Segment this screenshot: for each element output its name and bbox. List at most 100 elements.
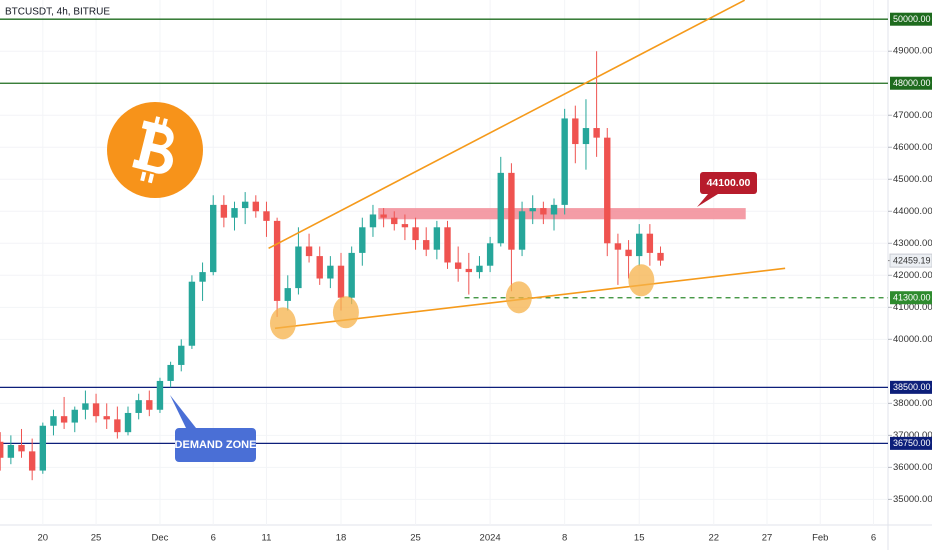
- candle-body: [178, 345, 185, 365]
- candle-body: [18, 444, 25, 452]
- candle-body: [476, 265, 483, 273]
- zone: [378, 208, 746, 220]
- candle-body: [82, 403, 89, 410]
- x-tick-label: 20: [38, 533, 49, 544]
- candle-body: [92, 403, 100, 417]
- candle-body: [401, 224, 409, 228]
- candle-body: [0, 441, 4, 458]
- chart-title: BTCUSDT, 4h, BITRUE: [5, 7, 110, 18]
- candle-body: [529, 208, 536, 212]
- x-tick-label: Dec: [152, 533, 169, 544]
- x-tick-label: 27: [762, 533, 773, 544]
- y-tick-label: 37000.00: [893, 430, 932, 441]
- candle-body: [220, 204, 228, 218]
- candle-body: [380, 214, 387, 218]
- candle-body: [167, 364, 174, 381]
- candle-body: [486, 243, 494, 266]
- candle-body: [614, 243, 622, 250]
- y-tick-label: 47000.00: [893, 110, 932, 121]
- callout-box: [175, 428, 256, 462]
- candle-body: [114, 419, 121, 433]
- candle-body: [561, 118, 568, 205]
- candle-body: [433, 227, 441, 250]
- candle-body: [454, 262, 462, 269]
- candle-body: [231, 208, 238, 218]
- candles: [0, 51, 664, 481]
- x-tick-label: 25: [91, 533, 102, 544]
- candle-body: [412, 227, 419, 241]
- candle-body: [7, 444, 15, 458]
- candle-body: [263, 211, 270, 221]
- last-price-box: [889, 253, 932, 268]
- y-tick-label: 44000.00: [893, 206, 932, 217]
- x-tick-label: 2024: [480, 533, 501, 544]
- candle-body: [327, 265, 334, 279]
- x-tick-label: 18: [336, 533, 347, 544]
- level-label: 36750.00: [893, 438, 931, 448]
- candle-body: [188, 281, 196, 346]
- y-tick-label: 36000.00: [893, 462, 932, 473]
- candle-body: [636, 233, 643, 257]
- level-label-box: [890, 291, 932, 305]
- candle-body: [284, 288, 291, 301]
- y-tick-label: 35000.00: [893, 494, 932, 505]
- callout-text: DEMAND ZONE: [175, 439, 257, 451]
- trendlines: [268, 0, 786, 340]
- swing-low-marker: [332, 296, 359, 329]
- candle-body: [604, 137, 611, 244]
- last-price-label: 42459.19: [893, 255, 931, 265]
- y-tick-label: 46000.00: [893, 142, 932, 153]
- candle-body: [252, 201, 260, 212]
- candle-body: [582, 128, 590, 145]
- candle-body: [646, 233, 654, 253]
- candle-body: [39, 425, 47, 471]
- price-callout: 44100.00: [697, 172, 757, 207]
- candle-body: [550, 204, 558, 215]
- y-tick-label: 41000.00: [893, 302, 932, 313]
- levels: [0, 18, 888, 445]
- candle-body: [28, 451, 36, 471]
- candle-body: [71, 409, 78, 423]
- resistance-zone: [378, 208, 746, 220]
- candle-body: [369, 214, 377, 228]
- swing-low-marker: [269, 307, 296, 340]
- candle-body: [273, 220, 281, 301]
- x-tick-label: 25: [410, 533, 421, 544]
- candle-body: [359, 227, 366, 253]
- candle-body: [572, 118, 579, 145]
- x-tick-label: 22: [708, 533, 719, 544]
- level-label-box: [890, 76, 932, 90]
- candle-body: [625, 249, 632, 257]
- x-tick-label: 8: [562, 533, 567, 544]
- y-tick-label: 40000.00: [893, 334, 932, 345]
- level-label-box: [890, 436, 932, 450]
- candle-body: [241, 201, 249, 209]
- candle-body: [305, 246, 313, 257]
- candle-body: [518, 211, 526, 250]
- candle-body: [135, 400, 142, 413]
- y-tick-label: 49000.00: [893, 46, 932, 57]
- y-tick-label: 38000.00: [893, 398, 932, 409]
- level-label: 41300.00: [893, 293, 931, 303]
- x-tick-label: 15: [634, 533, 645, 544]
- x-tick-label: 6: [871, 533, 876, 544]
- swing-low-marker: [505, 281, 532, 314]
- x-tick-label: Feb: [812, 533, 828, 544]
- candle-body: [593, 128, 600, 138]
- trendline: [268, 0, 746, 249]
- y-tick-label: 42000.00: [893, 270, 932, 281]
- candle-body: [124, 412, 132, 433]
- demand-callout: DEMAND ZONE: [170, 395, 256, 462]
- candle-body: [391, 217, 398, 225]
- callout-pointer: [170, 395, 196, 428]
- callout-box: [700, 172, 757, 194]
- bitcoin-logo: [107, 102, 203, 198]
- candle-body: [508, 172, 515, 250]
- candle-body: [199, 272, 206, 282]
- candle-body: [50, 416, 57, 426]
- candle-body: [156, 380, 164, 410]
- candle-body: [657, 252, 664, 261]
- level-label-box: [890, 380, 932, 394]
- level-label: 38500.00: [893, 382, 931, 392]
- candle-body: [60, 416, 68, 423]
